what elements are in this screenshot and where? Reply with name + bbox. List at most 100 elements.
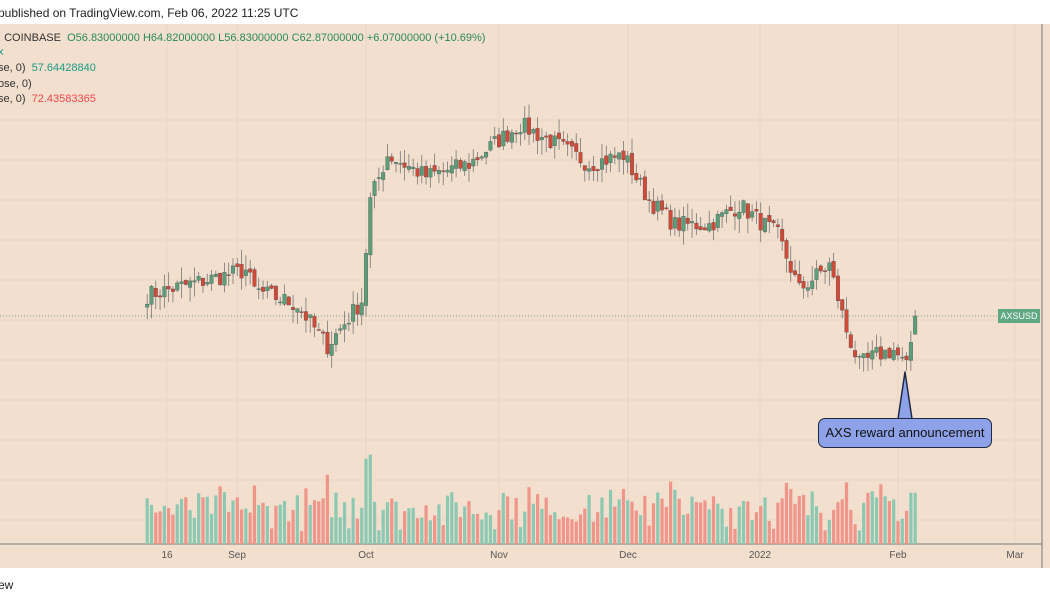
volume-bar	[235, 497, 239, 544]
volume-bar	[291, 509, 295, 544]
candle-body	[715, 214, 720, 228]
candle-body	[359, 302, 364, 315]
candle-body	[685, 217, 690, 224]
candle-body	[702, 227, 707, 231]
candle-body	[445, 169, 450, 173]
volume-bar	[351, 497, 355, 544]
candle-body	[458, 160, 463, 169]
volume-bar	[488, 515, 493, 544]
candle-body	[600, 158, 604, 170]
volume-bar	[167, 507, 171, 544]
candle-body	[162, 286, 167, 298]
volume-bar	[175, 504, 179, 544]
candle-body	[741, 200, 746, 213]
volume-bar	[694, 501, 698, 544]
top-bar: published on TradingView.com, Feb 06, 20…	[0, 0, 1050, 24]
volume-bar	[278, 504, 282, 544]
volume-bar	[557, 519, 561, 544]
volume-bar	[428, 520, 432, 544]
candle-body	[539, 137, 544, 140]
ema-fast-value: 57.64428840	[31, 62, 96, 74]
volume-bar	[334, 492, 338, 544]
volume-bar	[681, 514, 686, 544]
volume-bar	[690, 496, 694, 544]
candle-body	[201, 277, 205, 286]
volume-bar	[149, 504, 154, 544]
candle-body	[381, 172, 386, 180]
candle-body	[913, 315, 918, 335]
candle-body	[342, 324, 347, 330]
volume-bar	[797, 495, 801, 544]
candle-body	[252, 269, 257, 287]
symbol-price-label: AXSUSD	[998, 309, 1040, 323]
volume-bar	[900, 518, 904, 544]
volume-bar	[651, 503, 656, 544]
annotation-callout[interactable]: AXS reward announcement	[818, 418, 992, 448]
candle-body	[411, 166, 416, 169]
volume-bar	[162, 505, 166, 544]
volume-bar	[802, 494, 806, 544]
x-tick-label: 16	[161, 550, 173, 561]
candle-body	[805, 287, 810, 291]
x-tick-label: Mar	[1006, 550, 1024, 561]
volume-bar	[484, 512, 488, 544]
candle-body	[720, 212, 725, 217]
volume-bar	[287, 521, 291, 544]
candle-body	[312, 316, 317, 328]
volume-bar	[561, 516, 565, 544]
candle-body	[758, 213, 763, 231]
candle-body	[612, 155, 617, 158]
candle-body	[668, 210, 673, 230]
volume-bar	[574, 521, 578, 544]
candle-body	[750, 211, 755, 218]
candle-body	[471, 158, 476, 167]
candle-body	[321, 331, 326, 334]
candle-body	[338, 328, 343, 331]
candle-body	[501, 130, 506, 147]
candle-body	[406, 166, 411, 170]
candle-body	[891, 350, 896, 360]
volume-bar	[325, 474, 329, 544]
volume-bar	[179, 498, 184, 544]
volume-bar	[145, 498, 149, 544]
volume-bar	[154, 512, 158, 544]
volume-bar	[372, 501, 377, 544]
annotation-pointer	[897, 371, 913, 420]
volume-bar	[471, 513, 475, 544]
candle-body	[878, 346, 883, 360]
volume-bar	[578, 514, 583, 544]
candle-body	[801, 281, 806, 289]
candle-body	[196, 276, 201, 281]
volume-bar	[883, 496, 887, 544]
candle-body	[672, 217, 677, 229]
volume-bar	[763, 497, 767, 544]
x-tick-label: Oct	[358, 550, 374, 561]
candle-body	[248, 268, 253, 273]
candle-body	[797, 274, 802, 284]
candle-body	[857, 356, 862, 358]
volume-bar	[222, 492, 227, 544]
candle-body	[179, 281, 184, 284]
volume-bar	[724, 526, 728, 544]
candle-body	[784, 240, 789, 259]
candle-body	[617, 152, 622, 160]
volume-bar	[257, 505, 261, 544]
candle-body	[419, 166, 424, 176]
x-tick-label: Nov	[490, 550, 508, 561]
volume-bar	[385, 502, 390, 544]
candle-body	[896, 347, 900, 356]
x-tick-label: Sep	[228, 550, 246, 561]
volume-bar	[192, 517, 196, 544]
volume-bar	[355, 518, 360, 544]
candle-body	[788, 261, 793, 273]
candle-body	[848, 334, 853, 348]
candle-body	[351, 304, 356, 322]
candle-body	[887, 347, 892, 359]
candle-body	[651, 200, 656, 214]
volume-bar	[441, 525, 445, 544]
volume-bar	[810, 491, 814, 544]
candle-body	[424, 165, 429, 178]
volume-bar	[853, 524, 857, 544]
legend-symbol: , COINBASE	[0, 32, 61, 44]
